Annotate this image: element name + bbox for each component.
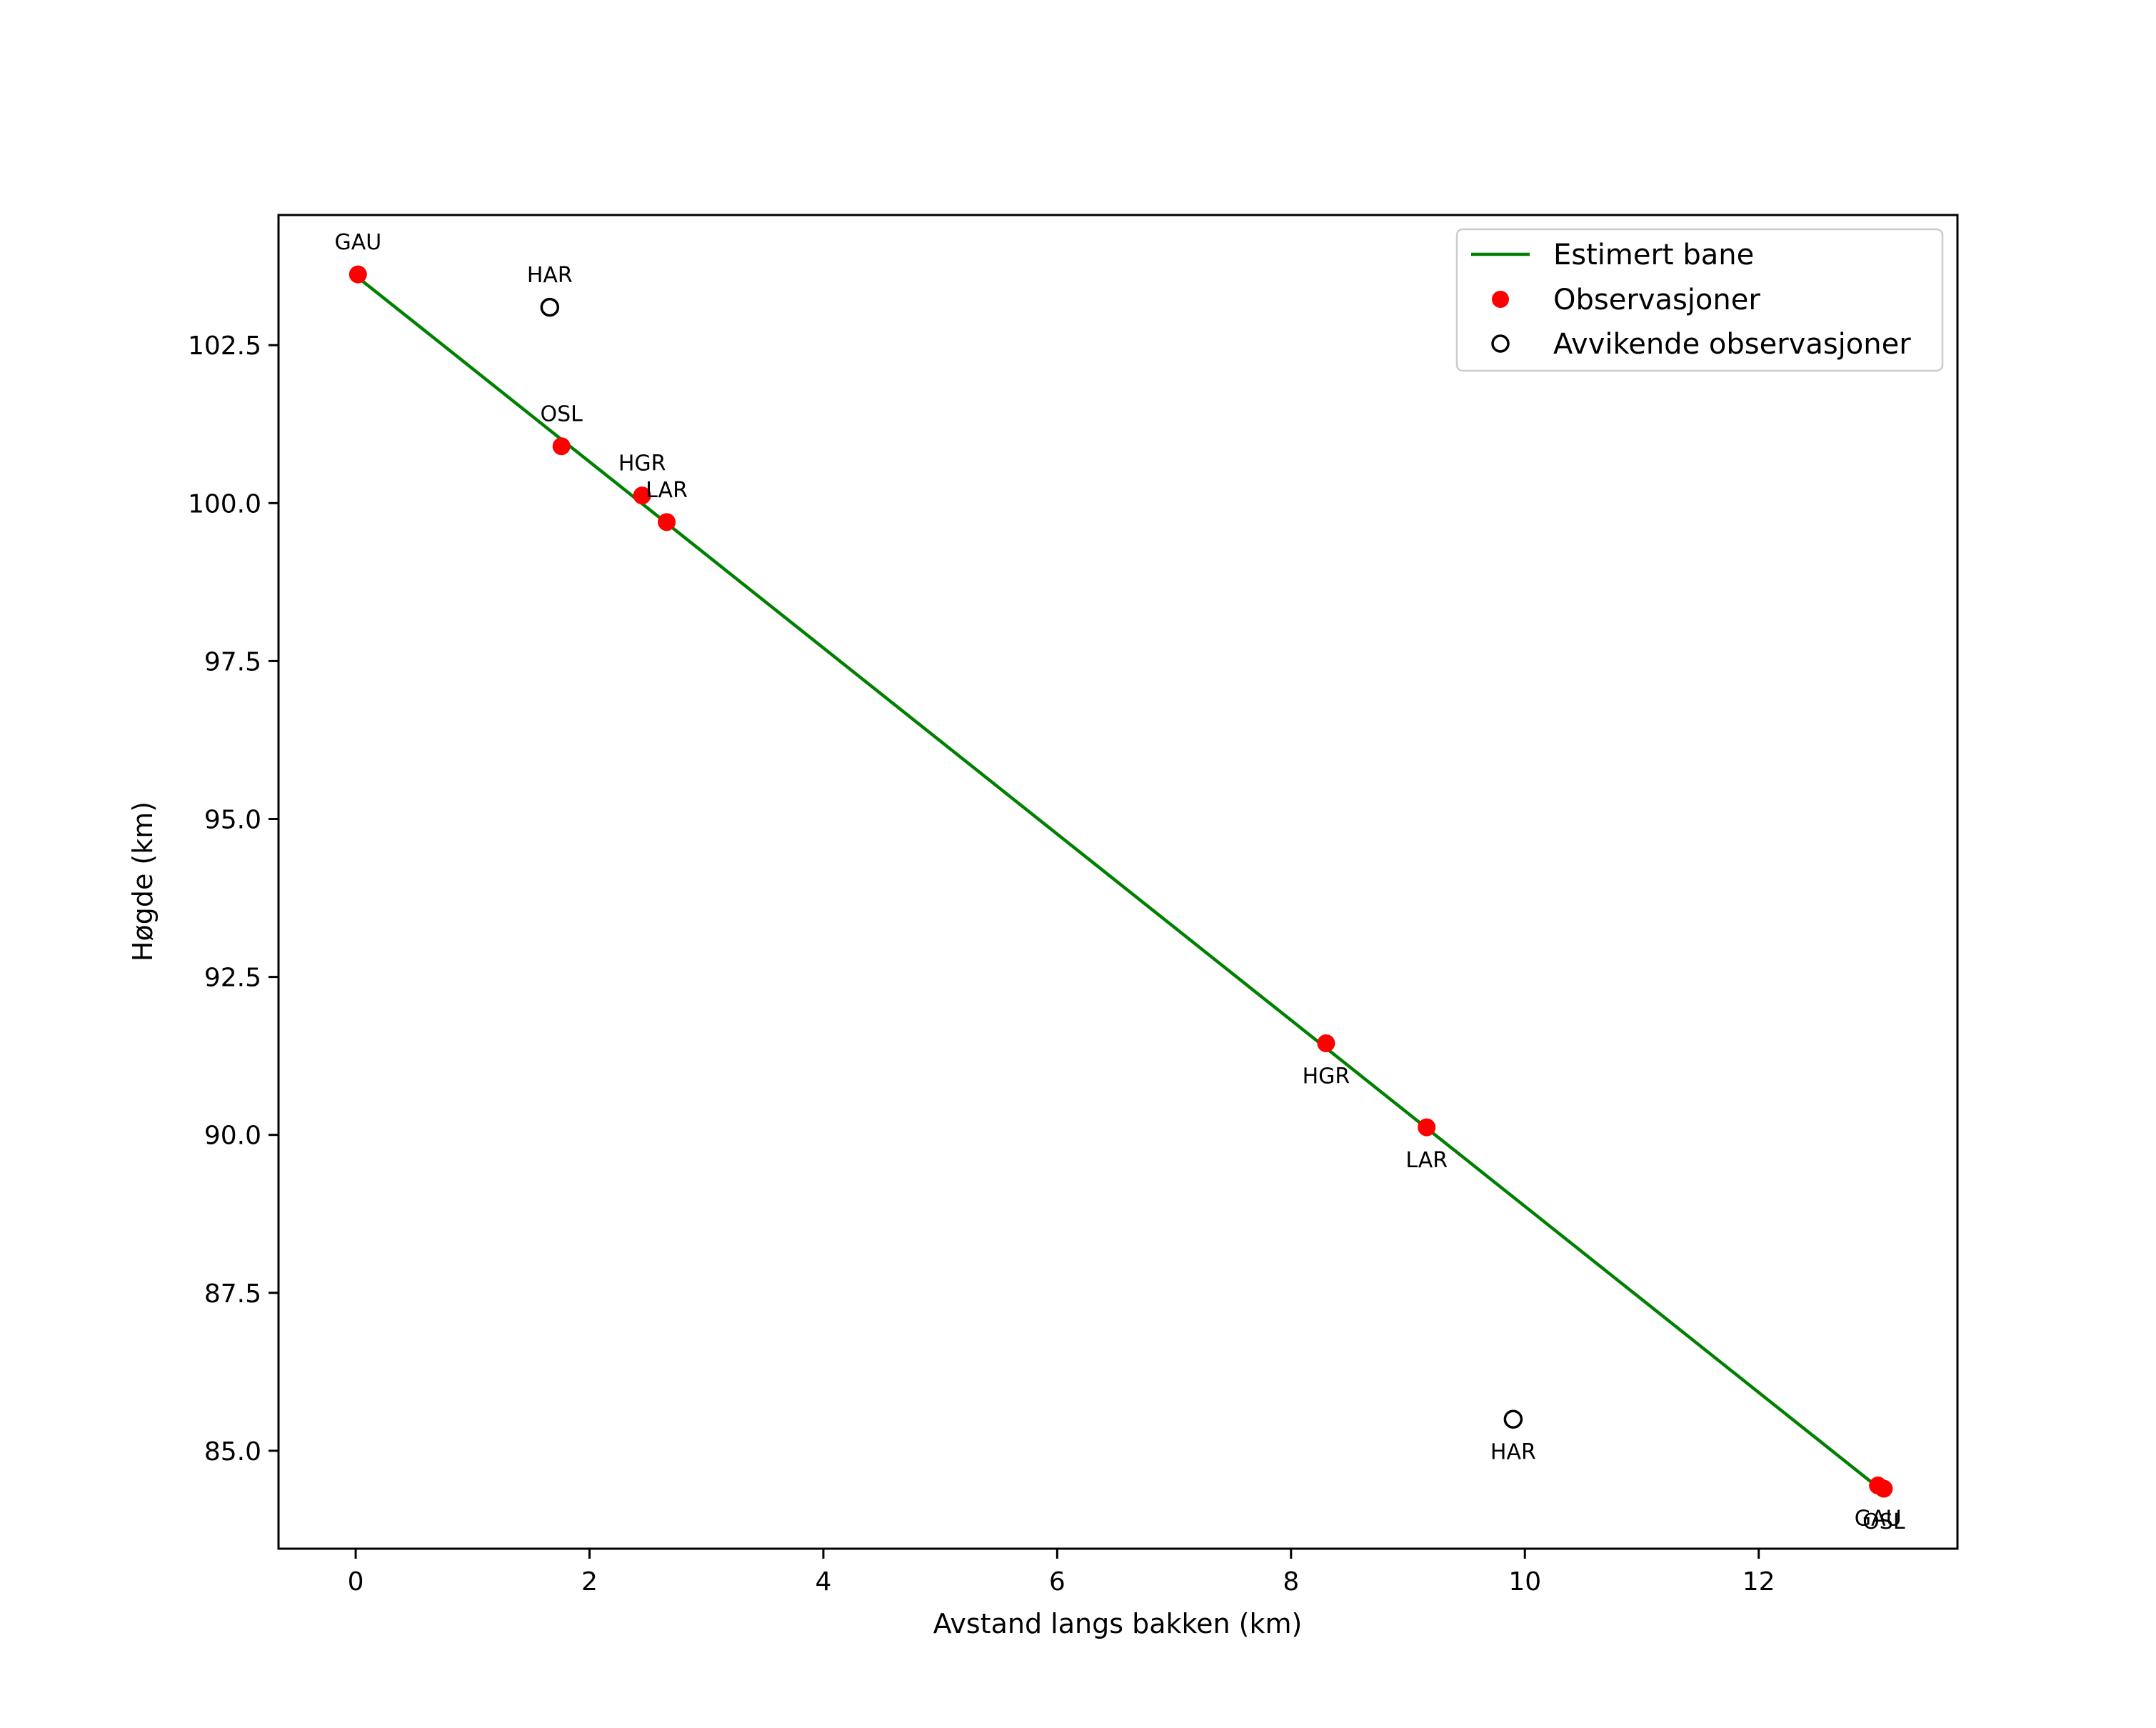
legend-label-observations: Observasjoner xyxy=(1553,284,1760,316)
legend-red-dot-swatch xyxy=(1492,291,1509,308)
y-tick-label: 100.0 xyxy=(188,489,261,519)
point-label: LAR xyxy=(1405,1148,1448,1173)
point-label: HAR xyxy=(1490,1440,1536,1465)
legend-open-circle-swatch xyxy=(1493,336,1508,351)
x-tick-label: 0 xyxy=(348,1567,364,1597)
x-tick-label: 12 xyxy=(1743,1567,1775,1597)
legend-label-estimated-path: Estimert bane xyxy=(1553,239,1754,271)
y-tick-label: 90.0 xyxy=(204,1122,261,1151)
x-axis-label: Avstand langs bakken (km) xyxy=(933,1608,1303,1639)
legend-label-outliers: Avvikende observasjoner xyxy=(1553,328,1911,361)
observation-point xyxy=(349,266,367,284)
y-axis-label: Høgde (km) xyxy=(127,801,159,962)
point-label: OSL xyxy=(1862,1509,1905,1534)
x-tick-label: 10 xyxy=(1508,1567,1541,1597)
y-tick-label: 102.5 xyxy=(188,331,261,361)
x-tick-label: 2 xyxy=(581,1567,598,1597)
point-label: OSL xyxy=(541,402,583,427)
observation-point xyxy=(1418,1119,1435,1137)
y-tick-label: 97.5 xyxy=(204,647,261,676)
point-label: HAR xyxy=(527,263,573,288)
y-tick-label: 87.5 xyxy=(204,1279,261,1309)
y-tick-label: 92.5 xyxy=(204,964,261,993)
legend: Estimert bane Observasjoner Avvikende ob… xyxy=(1457,229,1942,371)
point-label: GAU xyxy=(334,230,381,255)
y-tick-label: 95.0 xyxy=(204,806,261,835)
y-tick-label: 85.0 xyxy=(204,1437,261,1467)
x-tick-label: 4 xyxy=(815,1567,831,1597)
point-label: LAR xyxy=(646,478,688,503)
x-tick-label: 6 xyxy=(1049,1567,1066,1597)
observation-point xyxy=(553,437,571,455)
point-label: HGR xyxy=(618,451,666,476)
observation-point xyxy=(658,513,676,531)
observation-point xyxy=(1875,1479,1892,1497)
chart: GAUOSLHGRLARHGRLARGAUOSLHARHAR 0 2 4 6 8 10 12… xyxy=(0,0,2156,1728)
point-label: HGR xyxy=(1303,1064,1350,1089)
observation-point xyxy=(1317,1034,1335,1052)
x-tick-label: 8 xyxy=(1283,1567,1299,1597)
